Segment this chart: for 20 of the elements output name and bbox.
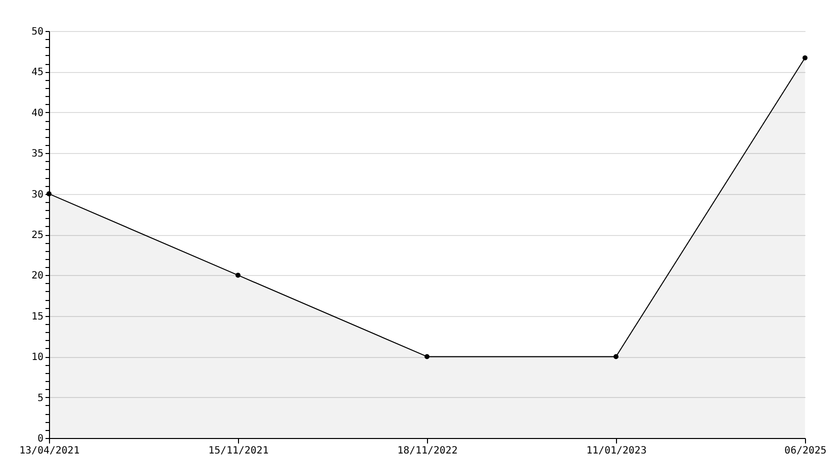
x-tick-label: 11/01/2023: [586, 446, 647, 456]
y-tick-label: 15: [31, 311, 44, 322]
y-tick-label: 25: [31, 230, 44, 241]
y-tick-label: 0: [37, 434, 44, 444]
y-tick-label: 50: [31, 26, 44, 38]
y-tick-label: 45: [31, 67, 44, 78]
y-tick-label: 20: [31, 270, 44, 282]
y-tick-label: 40: [31, 108, 44, 119]
y-tick-label: 30: [31, 189, 44, 200]
y-tick-label: 10: [31, 352, 44, 364]
point: [236, 272, 240, 278]
x-tick-label: 15/11/2021: [208, 446, 269, 456]
y-tick-label: 35: [31, 148, 44, 160]
x-tick-label: 18/11/2022: [397, 446, 458, 456]
x-tick-label: 06/2025: [784, 446, 827, 456]
point: [802, 55, 808, 60]
point: [424, 354, 430, 360]
y-tick-label: 5: [37, 392, 44, 404]
point: [614, 354, 618, 360]
x-tick-label: 13/04/2021: [19, 446, 80, 456]
